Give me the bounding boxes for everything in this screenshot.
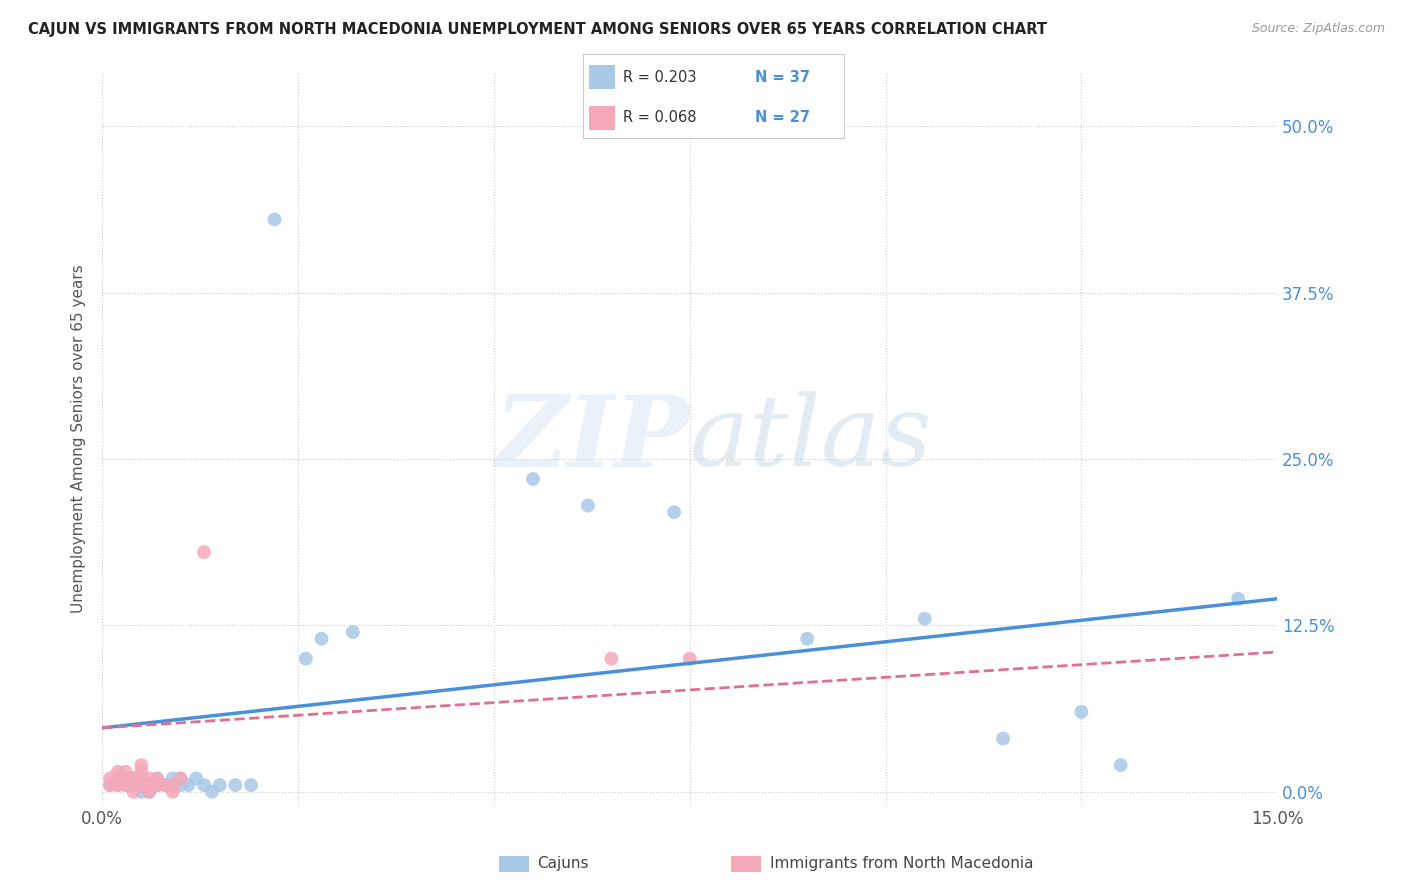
Point bbox=[131, 785, 153, 799]
Point bbox=[114, 764, 136, 779]
Point bbox=[576, 499, 599, 513]
Point bbox=[146, 778, 169, 792]
Point bbox=[138, 778, 160, 792]
Point bbox=[796, 632, 818, 646]
Point bbox=[679, 651, 702, 665]
Text: Source: ZipAtlas.com: Source: ZipAtlas.com bbox=[1251, 22, 1385, 36]
Text: Cajuns: Cajuns bbox=[537, 856, 589, 871]
Point bbox=[991, 731, 1014, 746]
Point bbox=[114, 772, 136, 786]
Point bbox=[114, 778, 136, 792]
Point bbox=[131, 778, 153, 792]
Point bbox=[914, 612, 936, 626]
Text: N = 27: N = 27 bbox=[755, 111, 810, 126]
Point bbox=[114, 772, 136, 786]
Point bbox=[162, 772, 184, 786]
Point bbox=[122, 778, 145, 792]
Text: R = 0.068: R = 0.068 bbox=[623, 111, 696, 126]
Text: N = 37: N = 37 bbox=[755, 70, 810, 85]
Point bbox=[193, 545, 215, 559]
Point bbox=[107, 778, 129, 792]
Point bbox=[1227, 591, 1250, 606]
Point bbox=[193, 778, 215, 792]
Point bbox=[186, 772, 208, 786]
Point bbox=[131, 764, 153, 779]
Point bbox=[1070, 705, 1092, 719]
Point bbox=[138, 778, 160, 792]
Point bbox=[162, 778, 184, 792]
Point bbox=[122, 772, 145, 786]
Point bbox=[122, 772, 145, 786]
Point bbox=[600, 651, 623, 665]
Y-axis label: Unemployment Among Seniors over 65 years: Unemployment Among Seniors over 65 years bbox=[72, 265, 86, 614]
Point bbox=[114, 778, 136, 792]
Point bbox=[98, 772, 121, 786]
Point bbox=[169, 772, 191, 786]
Point bbox=[146, 772, 169, 786]
Point bbox=[224, 778, 246, 792]
Point bbox=[208, 778, 231, 792]
Point bbox=[662, 505, 685, 519]
Point bbox=[240, 778, 263, 792]
Point bbox=[201, 785, 224, 799]
Point bbox=[107, 778, 129, 792]
Point bbox=[162, 778, 184, 792]
Point bbox=[122, 785, 145, 799]
Text: Immigrants from North Macedonia: Immigrants from North Macedonia bbox=[770, 856, 1033, 871]
Point bbox=[122, 778, 145, 792]
Point bbox=[342, 625, 364, 640]
Point bbox=[146, 772, 169, 786]
Point bbox=[131, 758, 153, 772]
Point bbox=[146, 778, 169, 792]
Point bbox=[311, 632, 333, 646]
Point bbox=[138, 772, 160, 786]
Text: R = 0.203: R = 0.203 bbox=[623, 70, 696, 85]
Point bbox=[107, 764, 129, 779]
Point bbox=[131, 778, 153, 792]
Text: ZIP: ZIP bbox=[495, 391, 690, 487]
Point bbox=[98, 778, 121, 792]
Point bbox=[169, 778, 191, 792]
Point bbox=[131, 772, 153, 786]
Point bbox=[295, 651, 318, 665]
Point bbox=[169, 772, 191, 786]
Point bbox=[153, 778, 176, 792]
Point bbox=[138, 785, 160, 799]
Point bbox=[107, 772, 129, 786]
Point bbox=[177, 778, 200, 792]
Point bbox=[522, 472, 544, 486]
Point bbox=[138, 785, 160, 799]
Point bbox=[153, 778, 176, 792]
Point bbox=[162, 785, 184, 799]
Point bbox=[98, 778, 121, 792]
Text: atlas: atlas bbox=[690, 392, 932, 487]
Text: CAJUN VS IMMIGRANTS FROM NORTH MACEDONIA UNEMPLOYMENT AMONG SENIORS OVER 65 YEAR: CAJUN VS IMMIGRANTS FROM NORTH MACEDONIA… bbox=[28, 22, 1047, 37]
Bar bbox=[589, 65, 614, 89]
Point bbox=[263, 212, 285, 227]
Point bbox=[1109, 758, 1132, 772]
Bar bbox=[589, 106, 614, 130]
